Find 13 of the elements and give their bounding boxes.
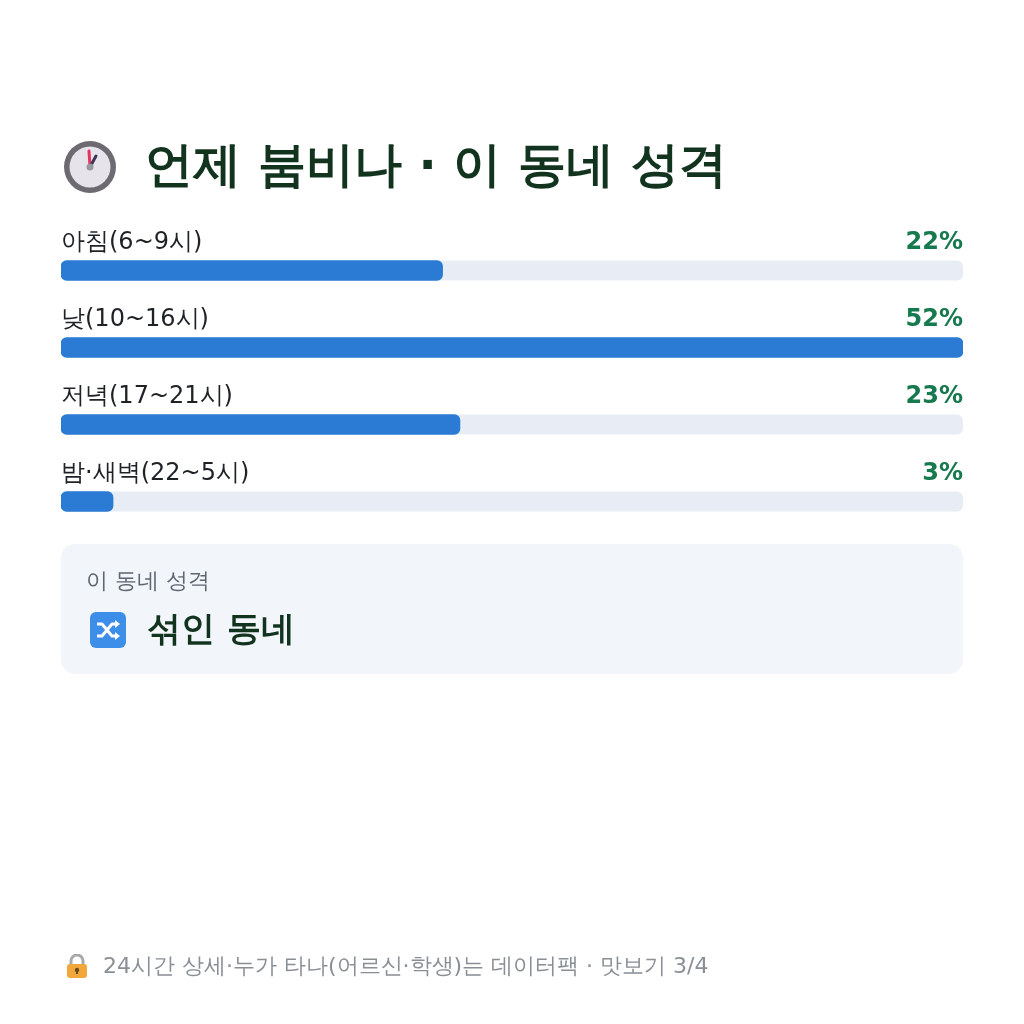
chart-title: 언제 붐비나 · 이 동네 성격 [145, 135, 727, 194]
y-tick-label: 저녁(17~21시) [61, 380, 233, 409]
text: 이 동네 성격 [86, 567, 210, 595]
y-tick-label: 밤·새벽(22~5시) [61, 457, 250, 486]
data-label: 23% [905, 380, 963, 409]
bar [61, 491, 114, 512]
text: 섞인 동네 [147, 607, 295, 650]
data-label: 22% [905, 226, 963, 255]
y-tick-label: 아침(6~9시) [61, 226, 203, 255]
data-label: 52% [905, 303, 963, 332]
data-label: 3% [922, 457, 963, 486]
y-tick-label: 낮(10~16시) [61, 303, 209, 332]
text: 24시간 상세·누가 타나(어르신·학생)는 데이터팩 · 맛보기 3/4 [103, 952, 709, 980]
